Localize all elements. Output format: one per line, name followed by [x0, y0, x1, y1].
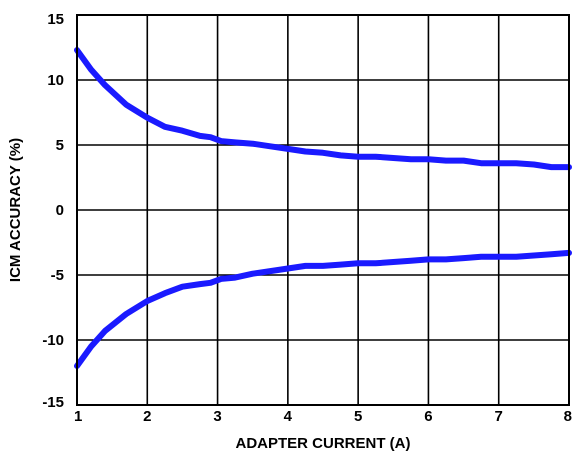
y-tick-label: -10	[42, 332, 64, 349]
grid	[77, 15, 569, 405]
y-tick-labels: 15 10 5 0 -5 -10 -15	[42, 11, 64, 411]
y-tick-label: -15	[42, 394, 64, 411]
x-tick-label: 4	[284, 408, 293, 425]
y-tick-label: 15	[47, 11, 64, 28]
x-tick-label: 1	[74, 408, 82, 425]
y-tick-label: 5	[56, 137, 64, 154]
y-tick-label: 10	[47, 72, 64, 89]
x-tick-label: 7	[495, 408, 503, 425]
x-tick-label: 2	[143, 408, 151, 425]
series-line-2	[74, 249, 572, 369]
series-line-1	[74, 47, 572, 171]
x-tick-label: 5	[354, 408, 362, 425]
x-tick-label: 8	[564, 408, 572, 425]
y-axis-label: ICM ACCURACY (%)	[7, 138, 24, 282]
x-axis-label: ADAPTER CURRENT (A)	[236, 435, 411, 452]
y-tick-label: -5	[51, 267, 64, 284]
x-tick-label: 6	[424, 408, 432, 425]
series-layer	[74, 47, 572, 369]
y-tick-label: 0	[56, 202, 64, 219]
plot-frame	[76, 14, 570, 406]
x-tick-label: 3	[213, 408, 221, 425]
x-tick-labels: 1 2 3 4 5 6 7 8	[74, 408, 572, 425]
